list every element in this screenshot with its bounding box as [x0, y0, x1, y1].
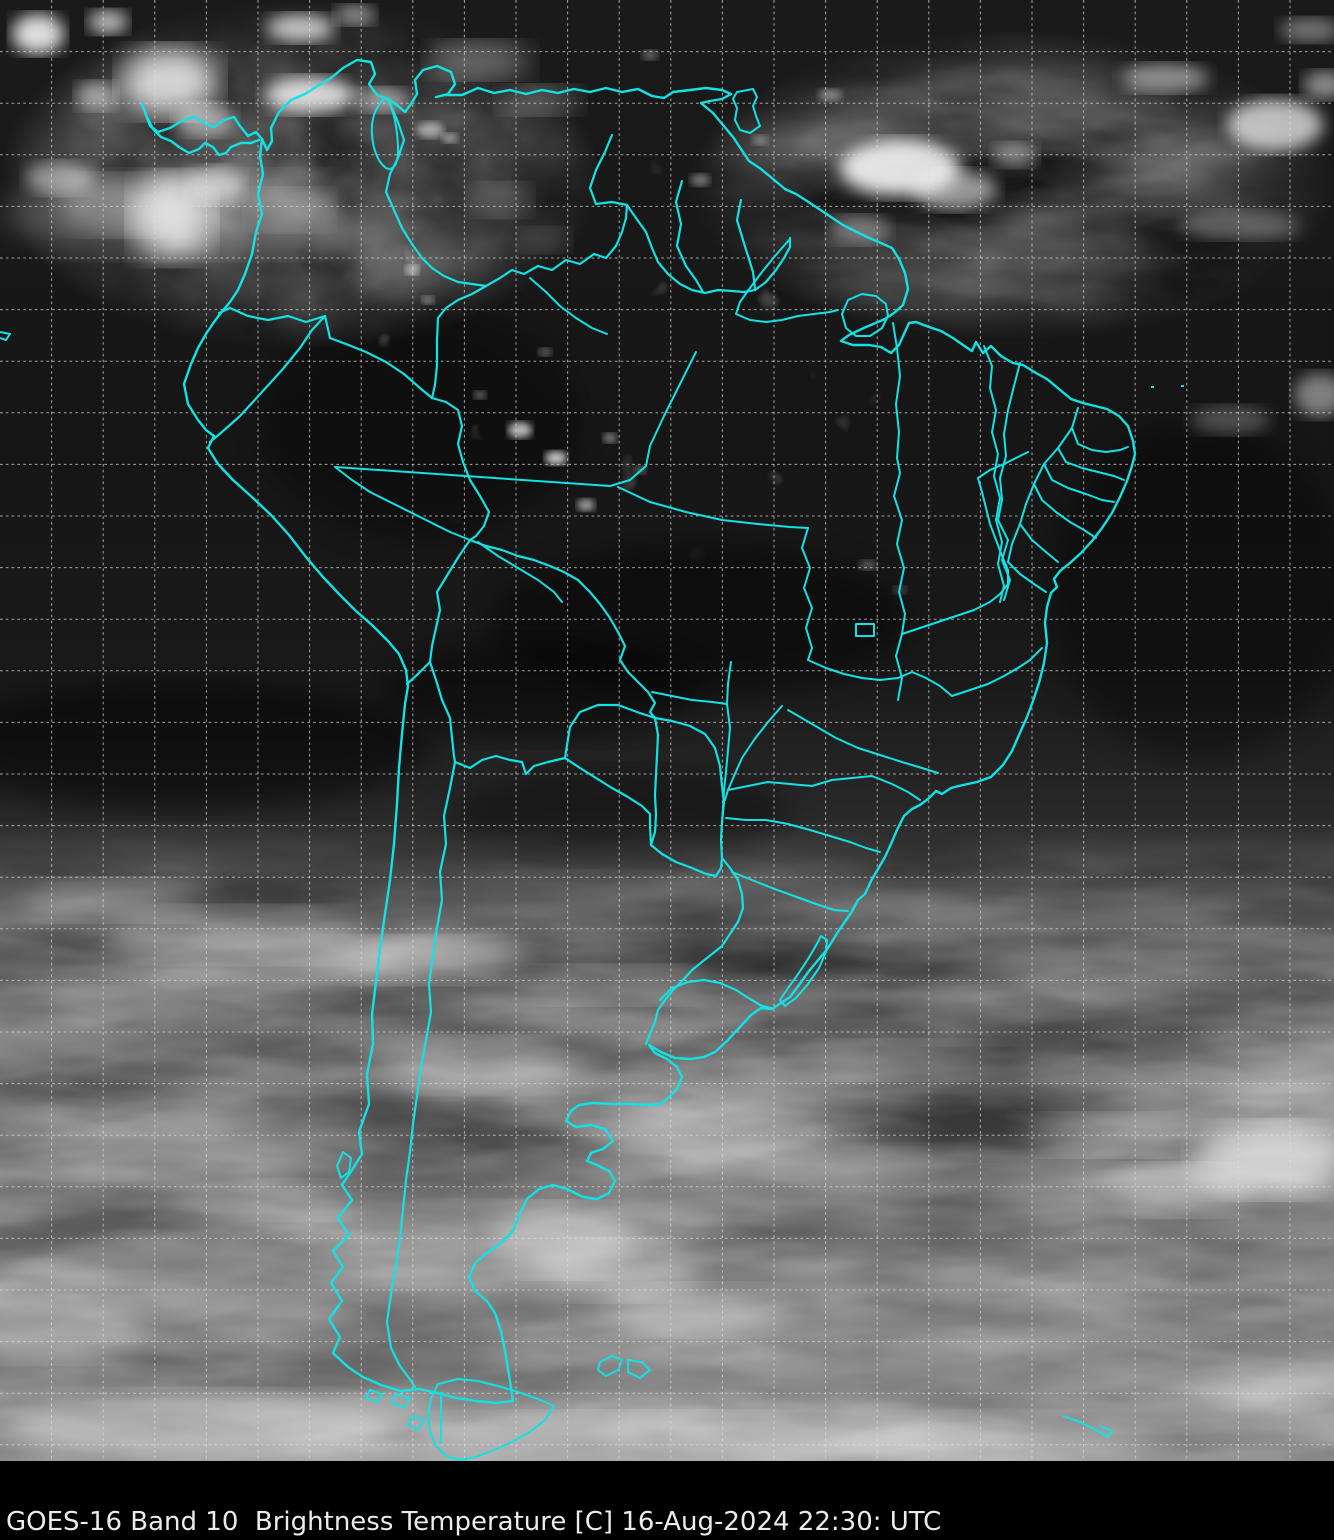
- border-ecuador-peru: [208, 314, 327, 444]
- border-venezuela-brazil: [484, 203, 629, 288]
- border-suriname-french-guiana: [735, 198, 757, 290]
- brazil-state-borders: [334, 239, 1129, 912]
- chiloe-island: [336, 1151, 352, 1179]
- border-colombia-peru: [323, 314, 434, 400]
- tierra-del-fuego: [427, 1378, 555, 1461]
- border-bolivia-argentina: [453, 754, 567, 776]
- border-guyana-brazil: [625, 203, 707, 295]
- border-uruguay-brazil: [658, 978, 773, 1010]
- satellite-image: [0, 0, 1334, 1461]
- border-paraguay-river-west: [649, 716, 660, 847]
- border-bolivia-paraguay: [563, 703, 657, 760]
- border-colombia-brazil: [430, 284, 488, 400]
- border-bolivia-brazil: [468, 538, 657, 720]
- border-peru-brazil: [430, 396, 491, 542]
- latlon-grid: [0, 0, 1334, 1461]
- coastline-panama-south: [140, 102, 261, 157]
- border-peru-bolivia: [428, 538, 472, 664]
- border-guyana-venezuela: [588, 133, 629, 207]
- border-colombia-venezuela: [384, 102, 488, 288]
- map-borders: [0, 58, 1184, 1461]
- border-argentina-chile: [385, 760, 457, 1389]
- lagoa-dos-patos: [779, 935, 828, 1007]
- border-argentina-brazil-uruguay-river: [644, 856, 745, 1046]
- trinidad-island: [732, 88, 761, 134]
- border-guyana-suriname: [674, 179, 705, 294]
- border-colombia-ecuador: [217, 306, 327, 324]
- border-paraguay-argentina: [563, 756, 724, 878]
- galapagos-edge: [0, 331, 11, 341]
- south-georgia-island: [1062, 1415, 1113, 1438]
- border-french-guiana-brazil: [753, 236, 792, 292]
- border-paraguay-brazil-east: [653, 716, 726, 860]
- caption-text: GOES-16 Band 10 Brightness Temperature […: [6, 1507, 942, 1537]
- coastline-panama-north: [140, 102, 264, 141]
- coastline-south-america: [182, 58, 1137, 1405]
- bright-cloud-blobs: [0, 5, 1334, 1461]
- border-peru-chile: [405, 660, 432, 686]
- magellan-islands: [365, 1389, 425, 1431]
- fernando-de-noronha-dots: [1151, 385, 1184, 388]
- border-chile-bolivia: [428, 660, 457, 764]
- marajo-island: [841, 293, 889, 337]
- falkland-islands: [597, 1355, 651, 1379]
- caption-bar: GOES-16 Band 10 Brightness Temperature […: [0, 1461, 1334, 1540]
